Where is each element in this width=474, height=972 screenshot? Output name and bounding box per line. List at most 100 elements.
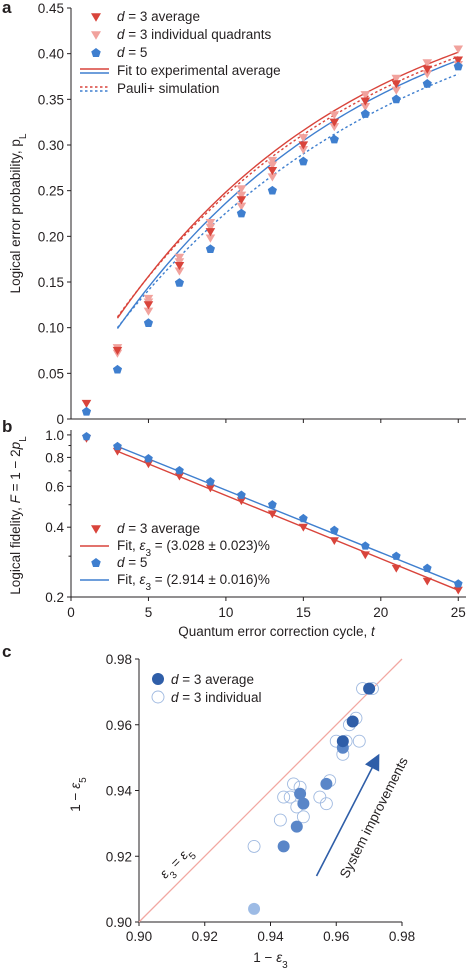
- d3-individual-marker: [360, 103, 371, 112]
- d3-individual-marker: [422, 59, 433, 68]
- d3-individual-marker: [236, 202, 247, 211]
- y-tick-label: 0.05: [38, 366, 64, 381]
- d3-average-marker: [112, 346, 123, 356]
- d3-individual-marker: [391, 74, 402, 83]
- d3-average-marker: [236, 497, 246, 506]
- d3-individual-point: [287, 777, 300, 791]
- x-tick-label: 5: [145, 605, 153, 620]
- d5-marker: [205, 244, 215, 253]
- y-tick-label: 1.0: [45, 428, 64, 443]
- d3-average-point: [363, 682, 376, 695]
- d3-individual-point: [247, 839, 261, 853]
- d3-individual-marker: [360, 91, 371, 100]
- d5-marker: [298, 513, 308, 523]
- d5-marker: [143, 318, 154, 327]
- legend-label-d3avg: d = 3 average: [117, 9, 200, 24]
- x-tick-label: 0.98: [389, 929, 415, 944]
- d3-individual-marker: [174, 253, 185, 262]
- d3-average-marker: [453, 56, 464, 65]
- d5-marker: [453, 61, 463, 71]
- x-tick-label: 0.94: [257, 929, 284, 944]
- fit-curve-d3: [116, 51, 459, 319]
- d5-marker: [112, 364, 123, 374]
- legend-average-marker: [152, 673, 164, 685]
- legend-label-d5: d = 5: [117, 555, 147, 570]
- d5-marker: [422, 79, 432, 88]
- d3-average-marker: [174, 472, 185, 481]
- d5-marker: [298, 156, 308, 166]
- y-tick-label: 0.10: [38, 321, 64, 336]
- d3-average-marker: [143, 460, 154, 469]
- d3-average-point: [294, 787, 307, 800]
- improvement-arrow: [315, 753, 380, 877]
- legend-label-d5: d = 5: [117, 45, 147, 60]
- sim-curve-d3: [116, 56, 459, 318]
- d5-marker: [206, 477, 215, 486]
- legend-d5-marker: [91, 48, 101, 58]
- d3-average-point: [248, 902, 261, 915]
- d3-average-marker: [422, 577, 432, 586]
- y-tick-label: 0.94: [106, 784, 133, 799]
- legend-label-d3avg: d = 3 average: [117, 521, 200, 536]
- d3-average-marker: [422, 65, 433, 74]
- d3-average-marker: [267, 510, 277, 519]
- d5-marker: [329, 525, 339, 534]
- d3-average-marker: [298, 141, 309, 150]
- d5-marker: [453, 579, 463, 588]
- d5-marker: [391, 94, 401, 104]
- fit-curve-d5: [116, 59, 459, 329]
- legend-label-average: d = 3 average: [171, 672, 254, 687]
- y-tick-label: 0.2: [45, 590, 64, 605]
- legend-label-individual: d = 3 individual: [171, 690, 261, 705]
- d5-marker: [268, 500, 277, 509]
- x-axis-label: Quantum error correction cycle, t: [178, 624, 376, 639]
- d5-marker: [391, 551, 401, 560]
- fit-line-d5: [117, 445, 459, 585]
- d5-marker: [329, 134, 339, 144]
- x-tick-label: 0.90: [126, 929, 152, 944]
- x-tick-label: 10: [218, 605, 233, 620]
- legend-label-fit: Fit to experimental average: [117, 63, 281, 78]
- d5-marker: [422, 563, 432, 572]
- d5-marker: [113, 441, 122, 451]
- legend-d5-marker: [91, 558, 101, 568]
- y-tick-label: 0.92: [106, 849, 132, 864]
- legend-label-fit3: Fit, ε3 = (3.028 ± 0.023)%: [117, 538, 270, 559]
- d3-individual-marker: [453, 45, 464, 54]
- d3-individual-point: [313, 790, 327, 804]
- d3-individual-marker: [329, 111, 340, 120]
- d5-marker: [82, 431, 91, 441]
- y-tick-label: 0.15: [38, 275, 64, 290]
- panel-letter-b: b: [2, 417, 12, 436]
- d5-marker: [175, 465, 184, 475]
- x-tick-label: 0.92: [192, 929, 218, 944]
- d3-average-marker: [236, 196, 247, 205]
- legend-label-d3ind: d = 3 individual quadrants: [117, 27, 271, 42]
- d3-individual-point: [277, 790, 291, 804]
- sim-curve-d5: [116, 73, 459, 329]
- x-tick-label: 25: [451, 605, 466, 620]
- d5-marker: [144, 454, 153, 463]
- y-tick-label: 0.8: [45, 450, 64, 465]
- d5-marker: [174, 278, 184, 287]
- d3-individual-marker: [329, 123, 340, 132]
- d3-individual-marker: [143, 294, 154, 303]
- y-axis-label: 1 − ε5: [68, 777, 89, 812]
- y-tick-label: 0.20: [38, 229, 64, 244]
- panel-letter-a: a: [2, 0, 12, 17]
- d3-individual-marker: [267, 156, 278, 166]
- y-tick-label: 0.90: [106, 915, 132, 930]
- legend-d3-average-marker: [91, 13, 101, 22]
- d3-individual-marker: [236, 185, 247, 194]
- d3-average-marker: [360, 551, 370, 560]
- d3-individual-marker: [391, 86, 402, 95]
- legend-label-fit5: Fit, ε3 = (2.914 ± 0.016)%: [117, 572, 270, 593]
- d3-average-marker: [329, 118, 340, 127]
- d5-marker: [360, 109, 370, 118]
- d5-marker: [81, 406, 92, 416]
- d3-average-marker: [81, 399, 92, 409]
- d5-marker: [267, 185, 277, 195]
- d3-average-point: [290, 820, 303, 833]
- legend-individual-marker: [151, 690, 165, 704]
- d3-individual-marker: [267, 161, 278, 170]
